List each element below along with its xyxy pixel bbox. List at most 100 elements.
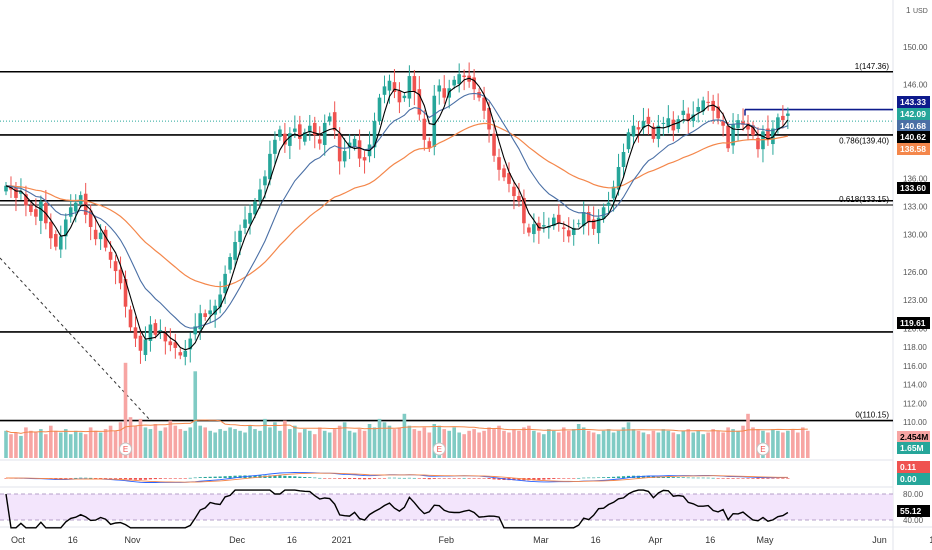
volume-bar — [616, 430, 621, 458]
volume-bar — [39, 429, 43, 458]
macd-histogram-bar — [766, 478, 770, 479]
macd-series — [4, 472, 790, 483]
macd-histogram-bar — [606, 477, 611, 478]
macd-histogram-bar — [497, 478, 501, 480]
volume-bar — [422, 427, 427, 458]
volume-bar — [168, 420, 173, 458]
candle-body — [766, 128, 770, 140]
volume-bar — [402, 413, 407, 458]
volume-bar — [691, 432, 696, 458]
volume-bar — [776, 430, 780, 458]
volume-bar — [517, 430, 521, 458]
macd-histogram-bar — [427, 478, 431, 480]
macd-histogram-bar — [781, 478, 785, 479]
macd-histogram-bar — [353, 478, 357, 480]
macd-histogram-bar — [726, 478, 730, 479]
volume-bar — [492, 429, 496, 458]
volume-bar — [34, 432, 38, 458]
volume-bar — [636, 430, 641, 458]
price-label: 140.68 — [900, 121, 926, 131]
currency-label: USD — [913, 8, 928, 15]
candle-body — [58, 236, 63, 250]
volume-bar — [527, 425, 531, 458]
price-label-bg — [897, 96, 930, 108]
macd-signal-line — [6, 472, 788, 483]
volume-bar — [606, 429, 611, 458]
volume-bar — [228, 427, 232, 458]
macd-histogram-bar — [208, 476, 212, 478]
scale-label: 1 — [906, 6, 911, 15]
macd-histogram-bar — [133, 478, 138, 480]
candle-body — [213, 305, 217, 315]
macd-histogram-bar — [626, 475, 631, 478]
candle-body — [532, 224, 536, 235]
macd-histogram-bar — [572, 478, 576, 479]
volume-bar — [24, 427, 28, 458]
volume-bar — [621, 427, 626, 458]
macd-histogram-bar — [492, 478, 496, 480]
macd-histogram-bar — [348, 478, 352, 480]
volume-bar — [63, 429, 68, 458]
price-label: 138.58 — [900, 144, 926, 154]
volume-bar — [661, 429, 666, 458]
candle-body — [327, 116, 332, 122]
candle-body — [641, 121, 646, 129]
macd-histogram-bar — [457, 478, 461, 479]
macd-histogram-bar — [148, 478, 153, 480]
macd-histogram-bar — [562, 478, 566, 479]
volume-bar — [671, 432, 676, 458]
candle-body — [123, 279, 128, 307]
time-tick-label: 16 — [591, 535, 601, 545]
candle-body — [93, 229, 98, 240]
candle-body — [387, 80, 392, 91]
volume-bar — [143, 427, 148, 458]
price-label: 119.61 — [900, 318, 926, 328]
earnings-label: E — [123, 445, 128, 454]
macd-histogram-bar — [467, 478, 471, 479]
candle-body — [113, 261, 118, 272]
volume-bar — [447, 430, 452, 458]
volume-bar — [641, 432, 646, 458]
volume-bar — [392, 429, 397, 458]
candle-body — [49, 221, 53, 239]
price-label: 133.60 — [900, 183, 926, 193]
volume-bar — [367, 424, 372, 458]
candle-body — [78, 195, 83, 205]
volume-bar — [44, 434, 48, 458]
volume-bar — [596, 434, 601, 458]
volume-bar — [243, 432, 247, 458]
volume-ma-line — [5, 419, 808, 434]
macd-histogram-bar — [756, 478, 760, 479]
price-tick-label: 112.00 — [903, 399, 927, 408]
macd-histogram-bar — [69, 478, 73, 479]
macd-histogram-bar — [253, 475, 257, 478]
volume-bar — [19, 435, 23, 458]
candle-body — [596, 217, 601, 234]
macd-histogram-bar — [138, 478, 143, 480]
volume-bar — [571, 429, 576, 458]
candle-body — [746, 123, 750, 130]
volume-bar — [332, 429, 337, 458]
candle-body — [646, 116, 651, 124]
indicator-label: 55.12 — [900, 506, 922, 516]
volume-bar — [731, 429, 735, 458]
macd-histogram-bar — [417, 478, 421, 479]
volume-bar — [113, 430, 118, 458]
candle-body — [442, 88, 447, 98]
macd-histogram-bar — [706, 477, 710, 479]
volume-bar — [327, 432, 332, 458]
time-tick-label: 16 — [705, 535, 715, 545]
time-tick-label: Dec — [229, 535, 246, 545]
macd-histogram-bar — [602, 477, 606, 478]
volume-bar — [372, 427, 377, 458]
ema-long-line — [5, 122, 789, 288]
time-tick-label: 2021 — [332, 535, 352, 545]
candle-body — [163, 332, 168, 342]
macd-histogram-bar — [298, 476, 302, 478]
indicator-label-bg — [897, 461, 930, 473]
macd-histogram-bar — [357, 478, 362, 480]
fib-label: 0(110.15) — [855, 411, 889, 420]
candle-body — [512, 186, 516, 197]
candle-body — [696, 107, 701, 112]
